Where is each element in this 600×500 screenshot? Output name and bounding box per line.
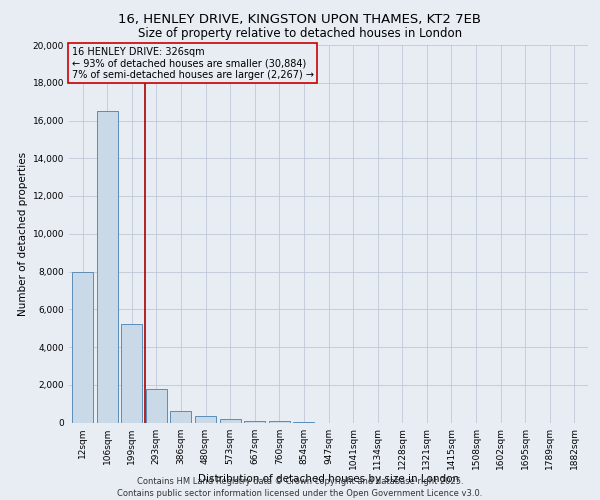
Text: Contains HM Land Registry data © Crown copyright and database right 2025.
Contai: Contains HM Land Registry data © Crown c… — [118, 476, 482, 498]
Bar — [269, 420, 290, 422]
Bar — [195, 416, 216, 422]
Bar — [146, 390, 167, 422]
Bar — [121, 324, 142, 422]
Bar — [220, 418, 241, 422]
Text: Size of property relative to detached houses in London: Size of property relative to detached ho… — [138, 28, 462, 40]
Text: 16, HENLEY DRIVE, KINGSTON UPON THAMES, KT2 7EB: 16, HENLEY DRIVE, KINGSTON UPON THAMES, … — [119, 12, 482, 26]
Text: 16 HENLEY DRIVE: 326sqm
← 93% of detached houses are smaller (30,884)
7% of semi: 16 HENLEY DRIVE: 326sqm ← 93% of detache… — [71, 47, 314, 80]
Y-axis label: Number of detached properties: Number of detached properties — [19, 152, 28, 316]
Bar — [170, 411, 191, 422]
Bar — [244, 420, 265, 422]
Bar — [72, 272, 93, 422]
X-axis label: Distribution of detached houses by size in London: Distribution of detached houses by size … — [198, 474, 459, 484]
Bar — [97, 111, 118, 422]
